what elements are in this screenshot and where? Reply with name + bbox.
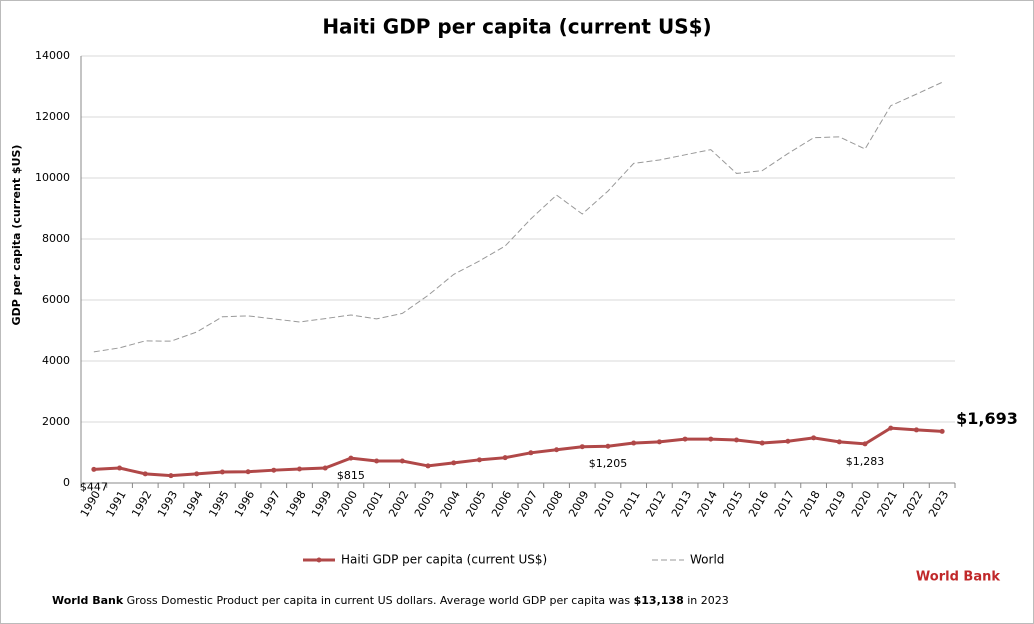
legend-label: World xyxy=(690,553,724,567)
point xyxy=(528,450,534,456)
value-label: $1,283 xyxy=(846,455,885,468)
y-tick-label: 14000 xyxy=(35,49,70,62)
footnote-highlight: $13,138 xyxy=(634,594,684,607)
point xyxy=(142,471,148,477)
y-axis-label: GDP per capita (current $US) xyxy=(10,145,23,326)
point xyxy=(117,465,123,471)
footnote-text: Gross Domestic Product per capita in cur… xyxy=(127,594,631,607)
series-line xyxy=(93,426,943,478)
point xyxy=(399,458,405,464)
point xyxy=(245,469,251,475)
value-label: $1,693 xyxy=(956,409,1018,428)
value-label: $1,205 xyxy=(589,457,628,470)
point xyxy=(656,439,662,445)
series-line xyxy=(93,81,943,353)
point xyxy=(759,440,765,446)
y-tick-label: 10000 xyxy=(35,171,70,184)
point xyxy=(631,440,637,446)
point xyxy=(476,457,482,463)
point xyxy=(322,465,328,471)
point xyxy=(502,455,508,461)
point xyxy=(271,467,277,473)
point xyxy=(219,469,225,475)
y-tick-label: 2000 xyxy=(42,415,70,428)
point xyxy=(605,443,611,449)
value-label: $447 xyxy=(80,480,108,493)
y-tick-label: 4000 xyxy=(42,354,70,367)
point xyxy=(348,455,354,461)
point xyxy=(297,466,302,472)
point xyxy=(579,444,585,450)
point xyxy=(888,425,894,431)
point xyxy=(194,471,200,477)
legend-label: Haiti GDP per capita (current US$) xyxy=(341,553,547,567)
y-tick-label: 8000 xyxy=(42,232,70,245)
point xyxy=(425,463,431,469)
point xyxy=(862,441,868,447)
point xyxy=(939,428,945,434)
point xyxy=(734,437,739,443)
chart-title: Haiti GDP per capita (current US$) xyxy=(322,15,711,39)
brand: World Bank xyxy=(916,570,1000,585)
y-tick-label: 0 xyxy=(63,476,70,489)
point xyxy=(168,473,174,479)
footnote-tail: in 2023 xyxy=(687,594,729,607)
footnote-source: World Bank xyxy=(52,594,124,607)
point xyxy=(708,436,714,442)
point xyxy=(682,436,688,442)
point xyxy=(785,438,791,444)
point xyxy=(91,466,97,472)
point xyxy=(811,435,817,441)
value-label: $815 xyxy=(337,469,365,482)
y-tick-label: 6000 xyxy=(42,293,70,306)
point xyxy=(451,460,457,466)
point xyxy=(836,439,842,445)
legend-marker xyxy=(316,557,322,563)
point xyxy=(554,447,560,453)
footnote: World Bank Gross Domestic Product per ca… xyxy=(52,594,729,607)
y-tick-label: 12000 xyxy=(35,110,70,123)
point xyxy=(374,458,380,464)
point xyxy=(913,427,919,433)
